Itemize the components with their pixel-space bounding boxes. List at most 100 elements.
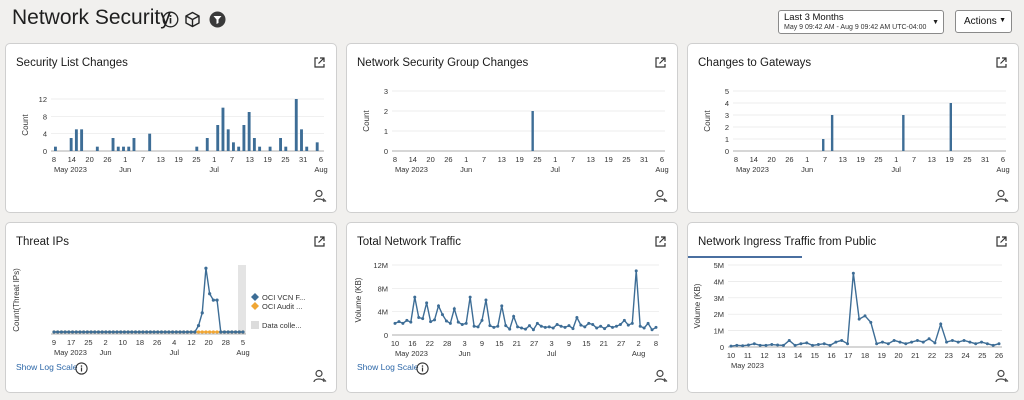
y-axis-label: Count — [362, 110, 371, 132]
open-external-icon[interactable] — [313, 56, 326, 69]
x-tick-label: 13 — [839, 155, 847, 164]
open-external-icon[interactable] — [995, 56, 1008, 69]
date-range-select[interactable]: Last 3 Months May 9 09:42 AM - Aug 9 09:… — [778, 10, 944, 34]
data-point — [559, 324, 563, 328]
data-point — [193, 330, 197, 334]
data-point — [215, 298, 219, 302]
x-tick-label: 19 — [945, 155, 953, 164]
x-tick-label: 7 — [230, 155, 234, 164]
y-tick-label: 0 — [43, 147, 47, 156]
data-point — [464, 321, 468, 325]
x-tick-label: 23 — [945, 351, 953, 360]
person-search-icon[interactable] — [654, 189, 668, 203]
y-tick-label: 8 — [43, 112, 47, 121]
y-axis-label: Count — [21, 114, 30, 136]
x-tick-label: 26 — [444, 155, 452, 164]
bar — [69, 138, 73, 151]
x-tick-label: 14 — [794, 351, 802, 360]
data-point — [100, 330, 104, 334]
y-tick-label: 0 — [384, 331, 388, 340]
y-tick-label: 2 — [725, 123, 729, 132]
data-point — [222, 330, 227, 334]
y-axis-label: Volume (KB) — [354, 277, 363, 322]
data-point — [551, 326, 555, 330]
legend-item-vcn[interactable]: OCI VCN F... — [262, 293, 306, 302]
actions-button[interactable]: Actions ▼ — [955, 10, 1012, 33]
data-point — [547, 325, 551, 329]
bar — [822, 139, 825, 151]
x-tick-label: 19 — [856, 155, 864, 164]
data-point — [417, 316, 421, 319]
data-point — [96, 330, 101, 334]
data-point — [793, 343, 797, 347]
x-tick-label: 15 — [495, 339, 503, 348]
x-tick-label: 15 — [582, 339, 590, 348]
data-point — [219, 330, 223, 334]
legend-item-audit[interactable]: OCI Audit ... — [262, 302, 303, 311]
data-point — [741, 344, 745, 348]
data-point — [200, 330, 204, 334]
data-point — [758, 343, 762, 347]
open-external-icon[interactable] — [313, 235, 326, 248]
bar — [116, 146, 120, 151]
show-log-scale-link[interactable]: Show Log Scale — [357, 362, 419, 372]
data-point — [63, 330, 67, 334]
data-point — [93, 330, 97, 334]
person-search-icon[interactable] — [995, 369, 1009, 383]
data-point — [805, 341, 809, 345]
data-point — [997, 342, 1001, 346]
x-tick-label: 13 — [157, 155, 165, 164]
data-point — [452, 307, 456, 311]
month-label: Jun — [459, 349, 471, 358]
data-point — [148, 330, 152, 334]
open-external-icon[interactable] — [654, 56, 667, 69]
info-icon[interactable] — [162, 11, 179, 28]
month-label: Jun — [99, 348, 111, 357]
legend-marker-data-collection — [251, 321, 259, 329]
month-label: May 2023 — [736, 165, 769, 174]
data-point — [204, 330, 208, 334]
bar — [127, 146, 131, 151]
person-search-icon[interactable] — [654, 369, 668, 383]
person-search-icon[interactable] — [313, 369, 327, 383]
bar — [268, 146, 272, 151]
data-collection-band — [238, 265, 246, 334]
legend-item-data-collection[interactable]: Data colle... — [262, 321, 302, 330]
data-point — [543, 325, 547, 329]
data-point — [208, 292, 212, 296]
data-point — [496, 324, 500, 328]
data-point — [535, 321, 539, 325]
data-point — [85, 330, 89, 334]
person-search-icon[interactable] — [995, 189, 1009, 203]
bar — [300, 129, 303, 151]
person-search-icon[interactable] — [313, 189, 327, 203]
x-tick-label: 7 — [912, 155, 916, 164]
data-point — [729, 344, 733, 348]
data-point — [811, 343, 815, 347]
open-external-icon[interactable] — [995, 235, 1008, 248]
filter-icon[interactable] — [209, 11, 226, 28]
info-icon[interactable] — [75, 362, 88, 375]
data-point — [215, 330, 219, 334]
data-point — [603, 327, 607, 331]
y-tick-label: 0 — [384, 147, 388, 156]
month-label: Aug — [632, 349, 645, 358]
y-tick-label: 3 — [384, 87, 388, 96]
data-point — [927, 337, 931, 341]
data-point — [78, 330, 82, 334]
x-tick-label: 20 — [204, 338, 212, 347]
month-label: Aug — [314, 165, 327, 174]
bar — [830, 115, 834, 151]
data-point — [904, 342, 908, 346]
open-external-icon[interactable] — [654, 235, 667, 248]
x-tick-label: 1 — [553, 155, 557, 164]
cube-icon[interactable] — [184, 11, 201, 28]
x-tick-label: 18 — [861, 351, 869, 360]
info-icon[interactable] — [416, 362, 429, 375]
caret-down-icon: ▼ — [932, 19, 939, 26]
data-point — [156, 330, 160, 334]
month-label: Aug — [236, 348, 249, 357]
card-title: Changes to Gateways — [698, 57, 812, 69]
data-point — [555, 323, 559, 326]
show-log-scale-link[interactable]: Show Log Scale — [16, 362, 78, 372]
